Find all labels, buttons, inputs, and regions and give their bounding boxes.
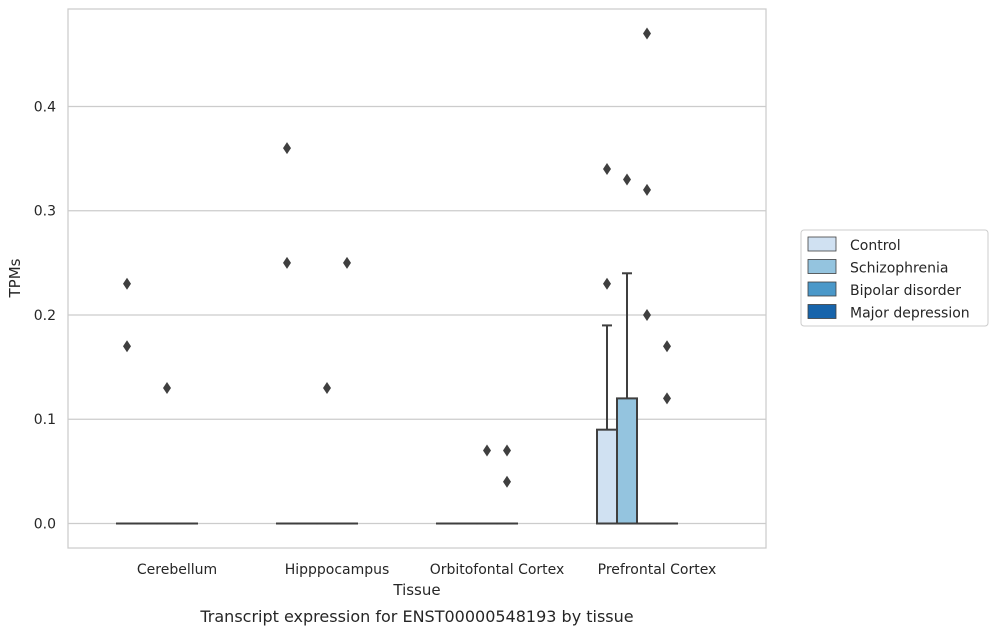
box-bipolar-disorder bbox=[476, 444, 498, 525]
outlier-point bbox=[163, 381, 171, 394]
box-body bbox=[616, 397, 638, 525]
outlier-point bbox=[663, 340, 671, 353]
legend-label: Major depression bbox=[850, 306, 970, 322]
outlier-point bbox=[283, 142, 291, 155]
box-bipolar-disorder bbox=[156, 381, 178, 525]
outlier-point bbox=[643, 27, 651, 40]
x-tick-label: Orbitofontal Cortex bbox=[430, 562, 565, 578]
y-axis-label: TPMs bbox=[6, 258, 24, 298]
box-major-depression bbox=[496, 444, 518, 525]
outlier-point bbox=[643, 308, 651, 321]
outlier-point bbox=[123, 277, 131, 290]
outlier-point bbox=[483, 444, 491, 457]
box-major-depression bbox=[656, 340, 678, 525]
y-tick-label: 0.0 bbox=[34, 517, 56, 533]
legend-items: Control Schizophrenia Bipolar disorder Majo… bbox=[807, 236, 970, 322]
box-schizophrenia bbox=[616, 173, 638, 525]
x-tick-label: Cerebellum bbox=[137, 562, 217, 578]
legend: Control Schizophrenia Bipolar disorder Majo… bbox=[800, 229, 989, 327]
y-tick-label: 0.3 bbox=[34, 204, 56, 220]
box-control bbox=[116, 277, 138, 525]
outlier-point bbox=[323, 381, 331, 394]
x-tick-label: Prefrontal Cortex bbox=[598, 562, 717, 578]
x-axis-label: Tissue bbox=[392, 581, 440, 599]
x-tick-label: Hipppocampus bbox=[285, 562, 390, 578]
outlier-point bbox=[343, 256, 351, 269]
box-bipolar-disorder bbox=[316, 381, 338, 525]
outlier-point bbox=[663, 392, 671, 405]
plot-marks bbox=[116, 27, 678, 525]
legend-swatch bbox=[807, 236, 837, 252]
legend-swatch bbox=[807, 304, 837, 319]
y-tick-label: 0.2 bbox=[34, 308, 56, 324]
outlier-point bbox=[503, 444, 511, 457]
outlier-point bbox=[643, 183, 651, 196]
legend-swatch bbox=[807, 281, 837, 297]
outlier-point bbox=[603, 277, 611, 290]
outlier-point bbox=[603, 163, 611, 176]
outlier-point bbox=[123, 340, 131, 353]
legend-swatch bbox=[807, 259, 837, 274]
outlier-point bbox=[283, 256, 291, 269]
chart-caption: Transcript expression for ENST0000054819… bbox=[199, 607, 633, 626]
legend-label: Bipolar disorder bbox=[850, 283, 961, 299]
y-tick-label: 0.1 bbox=[34, 412, 56, 428]
plot-area-frame bbox=[67, 8, 767, 549]
grid-lines bbox=[68, 105, 766, 525]
box-control bbox=[276, 142, 298, 525]
legend-label: Schizophrenia bbox=[850, 261, 948, 277]
axis-ticks: 0.0 0.1 0.2 0.3 0.4 Cerebellum Hipppocampus Orb… bbox=[34, 99, 717, 578]
box-control bbox=[596, 163, 618, 525]
box-body bbox=[596, 428, 618, 525]
outlier-point bbox=[503, 475, 511, 488]
outlier-point bbox=[623, 173, 631, 186]
legend-frame bbox=[800, 229, 989, 327]
y-tick-label: 0.4 bbox=[34, 99, 56, 115]
box-bipolar-disorder bbox=[636, 27, 658, 525]
box-major-depression bbox=[336, 256, 358, 525]
legend-label: Control bbox=[850, 238, 901, 254]
